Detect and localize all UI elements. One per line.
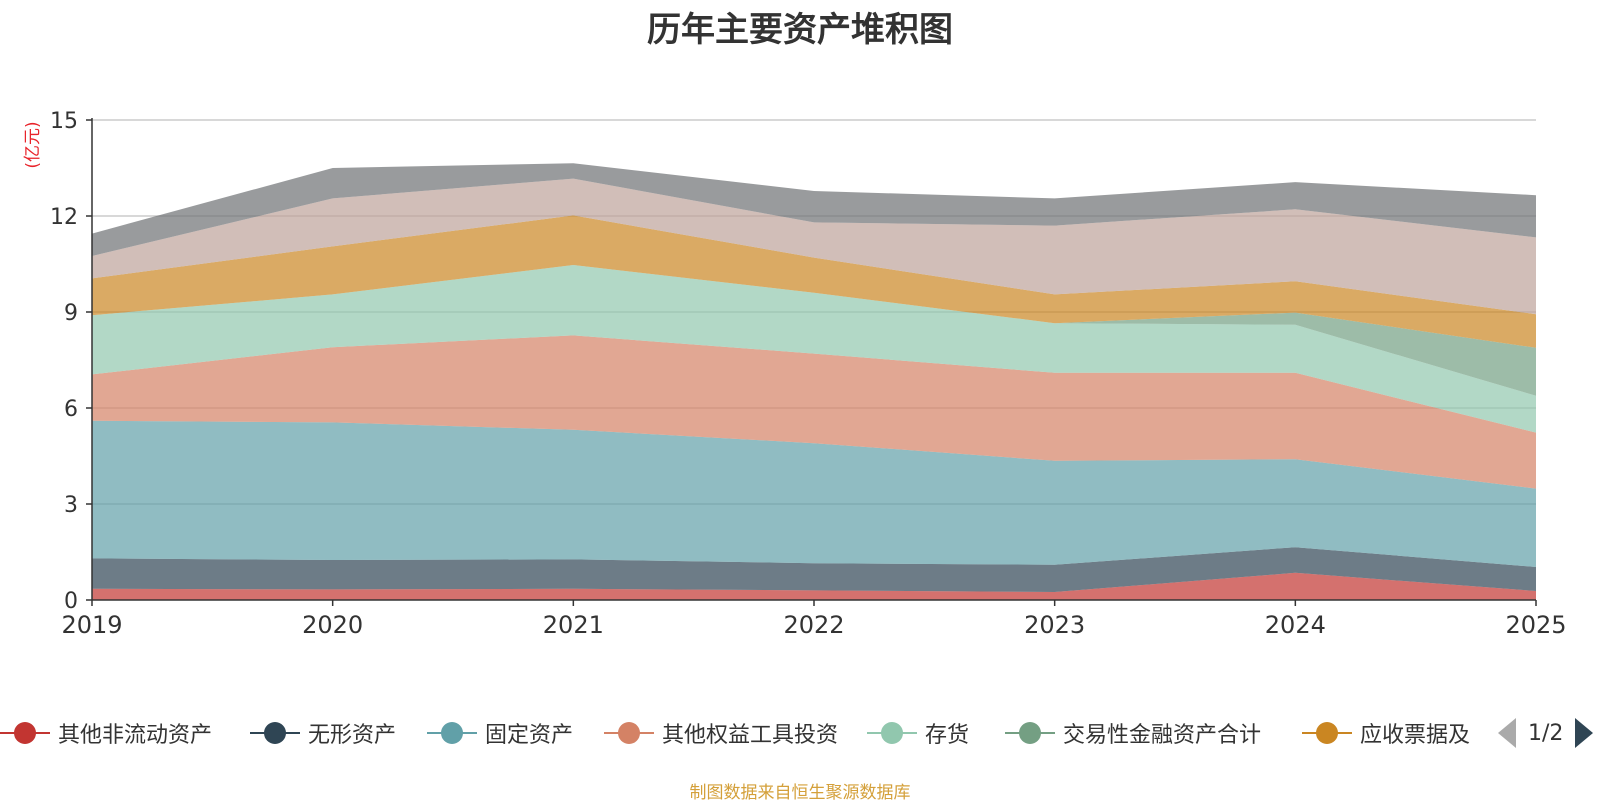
y-tick-label-3: 3 [64, 493, 78, 518]
legend-item-2[interactable]: 无形资产 [250, 713, 396, 753]
legend-marker [250, 718, 300, 748]
area-series-1[interactable] [92, 572, 1536, 600]
area-series-4[interactable] [92, 335, 1536, 489]
y-tick-label-12: 12 [50, 205, 78, 230]
legend-item-7[interactable]: 应收票据及 [1302, 713, 1470, 753]
legend-marker [0, 718, 50, 748]
x-tick-label-2025: 2025 [1505, 611, 1566, 639]
legend-item-1[interactable]: 其他非流动资产 [0, 713, 212, 753]
y-tick-label-6: 6 [64, 397, 78, 422]
legend-item-3[interactable]: 固定资产 [427, 713, 573, 753]
legend: 其他非流动资产 无形资产 固定资产 其他权益工具投资 存货 交易性金融资产合计 应收票据及 1… [0, 713, 1600, 753]
legend-next-page-icon[interactable] [1575, 718, 1594, 748]
legend-label: 其他非流动资产 [58, 723, 213, 748]
area-layer [92, 163, 1536, 600]
legend-marker [1005, 718, 1055, 748]
legend-marker [427, 718, 477, 748]
y-tick-label-15: 15 [50, 109, 78, 134]
legend-pager: 1/2 [1498, 713, 1594, 753]
legend-page-indicator: 1/2 [1528, 720, 1564, 746]
x-tick-label-2024: 2024 [1265, 611, 1326, 639]
legend-label: 应收票据及 [1360, 723, 1471, 748]
legend-marker [604, 718, 654, 748]
x-tick-label-2022: 2022 [783, 611, 844, 639]
area-series-5[interactable] [92, 265, 1536, 433]
x-tick-label-2019: 2019 [61, 611, 122, 639]
area-series-7[interactable] [92, 215, 1536, 348]
legend-item-4[interactable]: 其他权益工具投资 [604, 713, 838, 753]
legend-marker [1302, 718, 1352, 748]
area-series-2[interactable] [92, 547, 1536, 592]
legend-label: 固定资产 [485, 723, 574, 748]
legend-prev-page-icon[interactable] [1498, 718, 1516, 748]
x-tick-label-2021: 2021 [543, 611, 604, 639]
x-tick-label-2023: 2023 [1024, 611, 1085, 639]
y-tick-label-0: 0 [64, 589, 78, 614]
y-axis-unit-label: (亿元) [23, 121, 43, 168]
chart-title: 历年主要资产堆积图 [647, 10, 953, 50]
legend-label: 存货 [925, 723, 970, 748]
area-series-8[interactable] [92, 178, 1536, 315]
legend-label: 其他权益工具投资 [662, 723, 839, 748]
source-note: 制图数据来自恒生聚源数据库 [689, 783, 911, 803]
y-tick-label-9: 9 [64, 301, 78, 326]
axis-layer: 0 3 6 9 12 15 2019 2020 2021 2022 2023 2024 2025 [50, 109, 1567, 639]
legend-label: 无形资产 [308, 723, 397, 748]
legend-label: 交易性金融资产合计 [1063, 723, 1262, 748]
legend-marker [867, 718, 917, 748]
legend-item-6[interactable]: 交易性金融资产合计 [1005, 713, 1261, 753]
legend-item-5[interactable]: 存货 [867, 713, 969, 753]
area-series-3[interactable] [92, 420, 1536, 567]
area-series-9[interactable] [92, 163, 1536, 256]
x-tick-label-2020: 2020 [302, 611, 363, 639]
